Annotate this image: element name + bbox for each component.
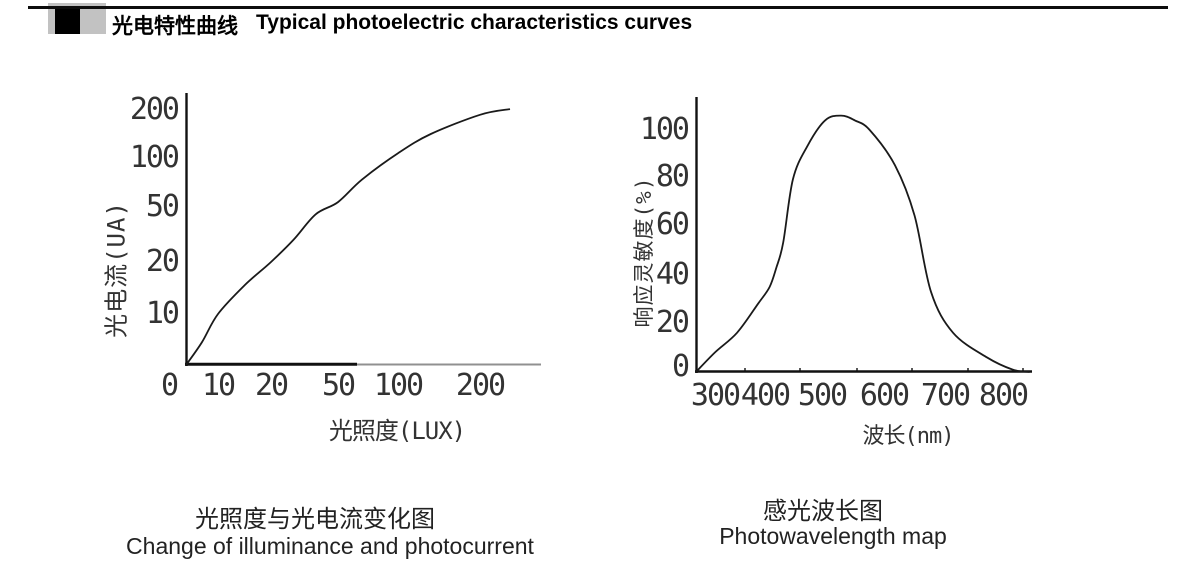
left-chart-curve — [185, 108, 511, 366]
right-x-tick: 300 — [690, 378, 741, 413]
right-y-tick: 0 — [671, 349, 690, 384]
left-x-tick: 20 — [254, 368, 289, 403]
right-caption-en: Photowavelength map — [719, 523, 947, 549]
right-chart-curve — [695, 114, 1030, 373]
right-x-tick: 500 — [797, 378, 848, 413]
left-y-tick: 10 — [145, 296, 180, 331]
left-y-tick: 20 — [145, 244, 180, 279]
left-x-tick: 200 — [455, 368, 506, 403]
left-x-tick: 10 — [201, 368, 236, 403]
header-rule — [28, 6, 1168, 9]
right-y-axis-label: 响应灵敏度(%) — [632, 176, 656, 328]
right-y-tick: 100 — [639, 112, 690, 147]
section-title-en: Typical photoelectric characteristics cu… — [256, 11, 693, 34]
left-y-axis-label: 光电流(UA) — [102, 201, 131, 338]
right-x-tick: 800 — [978, 378, 1029, 413]
right-y-tick: 60 — [655, 207, 690, 242]
right-caption-zh: 感光波长图 — [763, 498, 883, 525]
right-x-tick: 600 — [859, 378, 910, 413]
section-title-zh: 光电特性曲线 — [112, 15, 238, 38]
left-caption-zh: 光照度与光电流变化图 — [195, 506, 435, 533]
left-caption-en: Change of illuminance and photocurrent — [126, 533, 534, 559]
right-y-tick: 80 — [655, 159, 690, 194]
right-y-tick: 20 — [655, 305, 690, 340]
left-x-tick: 100 — [373, 368, 424, 403]
section-bullet-icon — [55, 9, 80, 34]
right-x-axis-label: 波长(nm) — [862, 424, 955, 449]
right-y-tick: 40 — [655, 257, 690, 292]
left-y-tick: 200 — [129, 92, 180, 127]
right-x-tick: 400 — [740, 378, 791, 413]
left-x-tick: 50 — [321, 368, 356, 403]
left-y-tick: 100 — [129, 140, 180, 175]
right-x-tick: 700 — [920, 378, 971, 413]
left-y-tick: 50 — [145, 189, 180, 224]
left-x-tick: 0 — [160, 368, 179, 403]
left-x-axis-label: 光照度(LUX) — [328, 417, 466, 445]
